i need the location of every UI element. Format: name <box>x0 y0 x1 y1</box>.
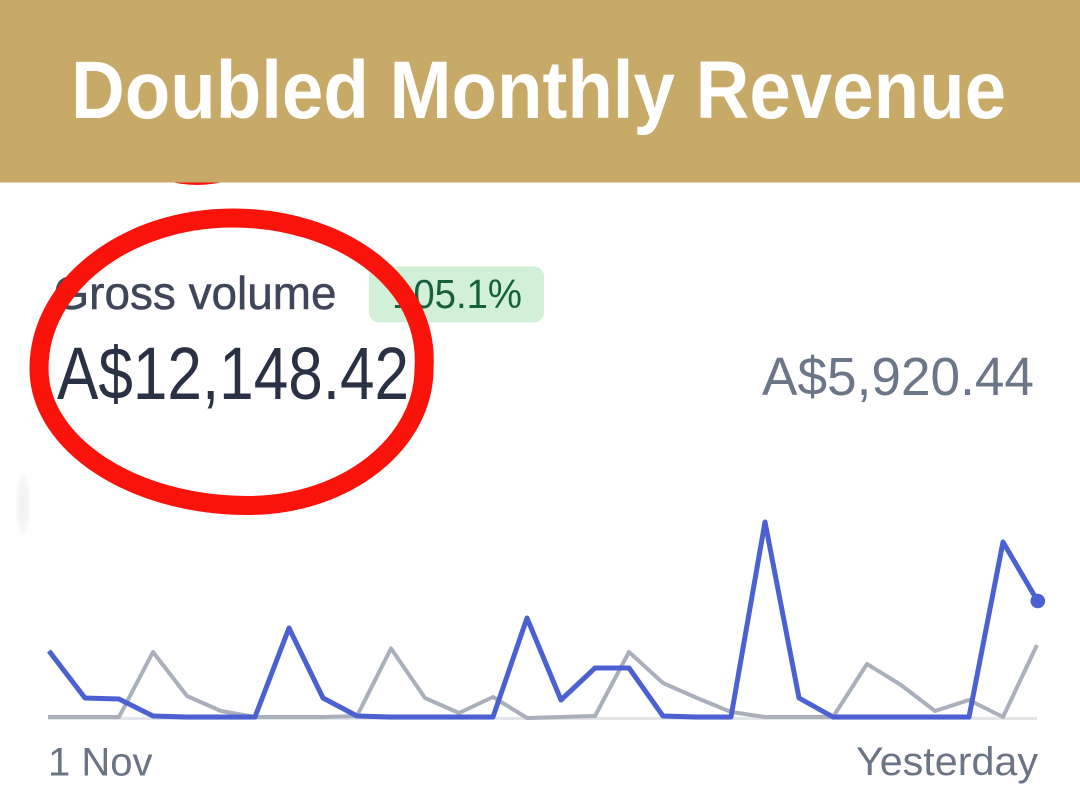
svg-text:A$12,148.42: A$12,148.42 <box>57 332 409 415</box>
svg-text:1 Nov: 1 Nov <box>48 741 153 785</box>
svg-text:Yesterday: Yesterday <box>856 740 1038 784</box>
svg-text:A$5,920.44: A$5,920.44 <box>762 347 1034 407</box>
svg-text:Gross volume: Gross volume <box>54 267 337 319</box>
svg-text:Doubled Monthly Revenue: Doubled Monthly Revenue <box>71 45 1006 136</box>
